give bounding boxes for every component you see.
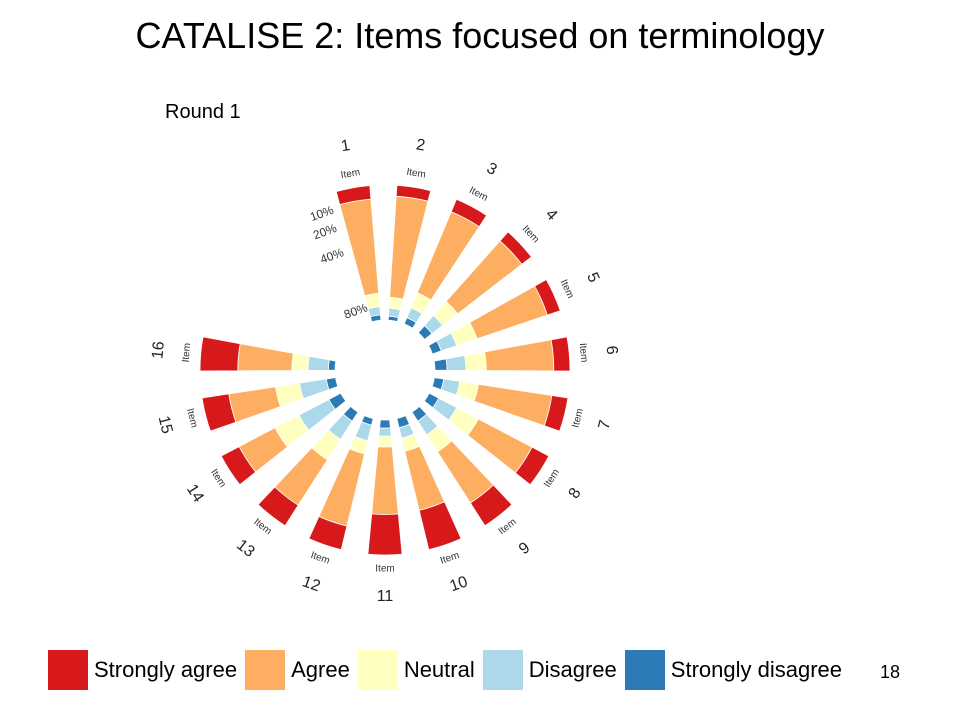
item-number-label: 15	[155, 414, 176, 435]
bar-segment-item-6-strongly-disagree	[433, 358, 448, 371]
item-prefix-label: Item	[340, 167, 361, 181]
item-prefix-label: Item	[375, 564, 394, 575]
legend-swatch-strongly-agree	[48, 650, 88, 690]
legend-entry-neutral: Neutral	[357, 650, 475, 690]
legend-swatch-disagree	[482, 650, 523, 690]
legend-label-strongly-disagree: Strongly disagree	[670, 657, 842, 682]
legend-entry-disagree: Disagree	[482, 650, 617, 690]
radial-tick-label: 80%	[342, 300, 370, 321]
legend-label-disagree: Disagree	[528, 657, 617, 682]
bar-segment-item-16-agree	[237, 343, 294, 372]
legend-entry-agree: Agree	[245, 650, 350, 690]
legend-label-neutral: Neutral	[403, 657, 475, 682]
item-prefix-label: Item	[208, 467, 228, 489]
item-number-label: 12	[300, 573, 322, 595]
item-number-label: 11	[377, 588, 394, 605]
bar-segment-item-11-disagree	[378, 427, 392, 437]
bar-segment-item-1-agree	[339, 198, 380, 297]
bar-segment-item-4-strongly-agree	[499, 231, 532, 265]
legend-entry-strongly-disagree: Strongly disagree	[624, 650, 842, 690]
bar-segment-item-7-strongly-agree	[543, 395, 569, 432]
item-prefix-label: Item	[542, 467, 562, 489]
round-label: Round 1	[165, 101, 241, 123]
bar-segment-item-6-neutral	[464, 351, 487, 371]
bar-segment-item-1-neutral	[364, 292, 381, 310]
bar-segment-item-9-strongly-agree	[469, 484, 513, 527]
item-prefix-label: Item	[309, 550, 331, 567]
legend-label-strongly-agree: Strongly agree	[94, 657, 238, 682]
item-number-label: 13	[233, 537, 258, 561]
bar-segment-item-6-disagree	[445, 355, 467, 371]
item-number-label: 2	[415, 136, 427, 154]
item-prefix-label: Item	[558, 278, 576, 300]
bar-segment-item-11-neutral	[377, 435, 393, 448]
item-number-label: 9	[516, 539, 534, 558]
item-number-label: 1	[340, 137, 352, 155]
item-number-label: 5	[583, 270, 602, 285]
item-prefix-label: Item	[571, 407, 586, 429]
bar-segment-item-14-strongly-agree	[220, 446, 257, 486]
legend-entry-strongly-agree: Strongly agree	[48, 650, 237, 690]
item-prefix-label: Item	[439, 550, 461, 567]
item-prefix-label: Item	[251, 517, 273, 538]
bar-segment-item-10-strongly-agree	[418, 501, 462, 551]
item-prefix-label: Item	[181, 343, 194, 363]
item-number-label: 4	[542, 206, 561, 224]
bar-segment-item-16-strongly-agree	[199, 336, 241, 372]
radial-tick-label: 20%	[311, 221, 339, 242]
page-number: 18	[880, 662, 901, 682]
bar-segment-item-15-strongly-agree	[201, 393, 237, 432]
bar-segment-item-11-strongly-disagree	[379, 419, 391, 429]
item-number-label: 3	[484, 160, 500, 179]
bar-segment-item-2-strongly-agree	[395, 184, 432, 202]
legend: Strongly agree Agree Neutral Disagree St…	[48, 648, 850, 692]
item-prefix-label: Item	[577, 343, 590, 363]
bar-segment-item-6-agree	[484, 339, 555, 372]
item-number-label: 6	[603, 345, 621, 355]
bar-segment-item-15-agree	[228, 386, 282, 423]
bar-segment-item-11-agree	[371, 446, 399, 515]
item-prefix-label: Item	[520, 224, 541, 246]
bar-segment-item-16-strongly-disagree	[327, 359, 337, 371]
bar-segment-item-5-strongly-agree	[534, 278, 561, 316]
bar-segment-item-7-agree	[473, 383, 553, 427]
bar-segment-item-16-disagree	[307, 355, 330, 371]
radial-tick-label: 40%	[318, 245, 346, 266]
bar-segment-item-15-disagree	[299, 378, 330, 400]
bar-segment-item-6-strongly-agree	[550, 336, 571, 372]
item-prefix-label: Item	[497, 517, 519, 538]
bar-segment-item-11-strongly-agree	[367, 513, 403, 556]
bar-segment-item-8-strongly-agree	[514, 446, 550, 486]
item-number-label: 14	[183, 481, 207, 505]
bar-segment-item-13-strongly-agree	[257, 486, 299, 527]
legend-swatch-neutral	[357, 650, 398, 690]
bar-segment-item-10-agree	[404, 445, 446, 511]
item-number-label: 16	[149, 340, 168, 359]
bar-segment-item-16-neutral	[291, 352, 310, 371]
item-prefix-label: Item	[184, 407, 199, 429]
item-prefix-label: Item	[406, 167, 427, 181]
item-number-label: 7	[596, 418, 615, 431]
slide-title: CATALISE 2: Items focused on terminology	[135, 15, 825, 56]
item-number-label: 8	[566, 485, 585, 502]
legend-label-agree: Agree	[291, 657, 350, 682]
legend-swatch-strongly-disagree	[624, 650, 665, 690]
item-number-label: 10	[448, 573, 470, 595]
bar-segment-item-3-strongly-agree	[450, 198, 488, 228]
bar-segment-item-12-strongly-agree	[308, 515, 348, 551]
bar-segment-item-1-strongly-agree	[335, 185, 372, 206]
item-prefix-label: Item	[467, 185, 489, 204]
legend-swatch-agree	[245, 650, 286, 690]
